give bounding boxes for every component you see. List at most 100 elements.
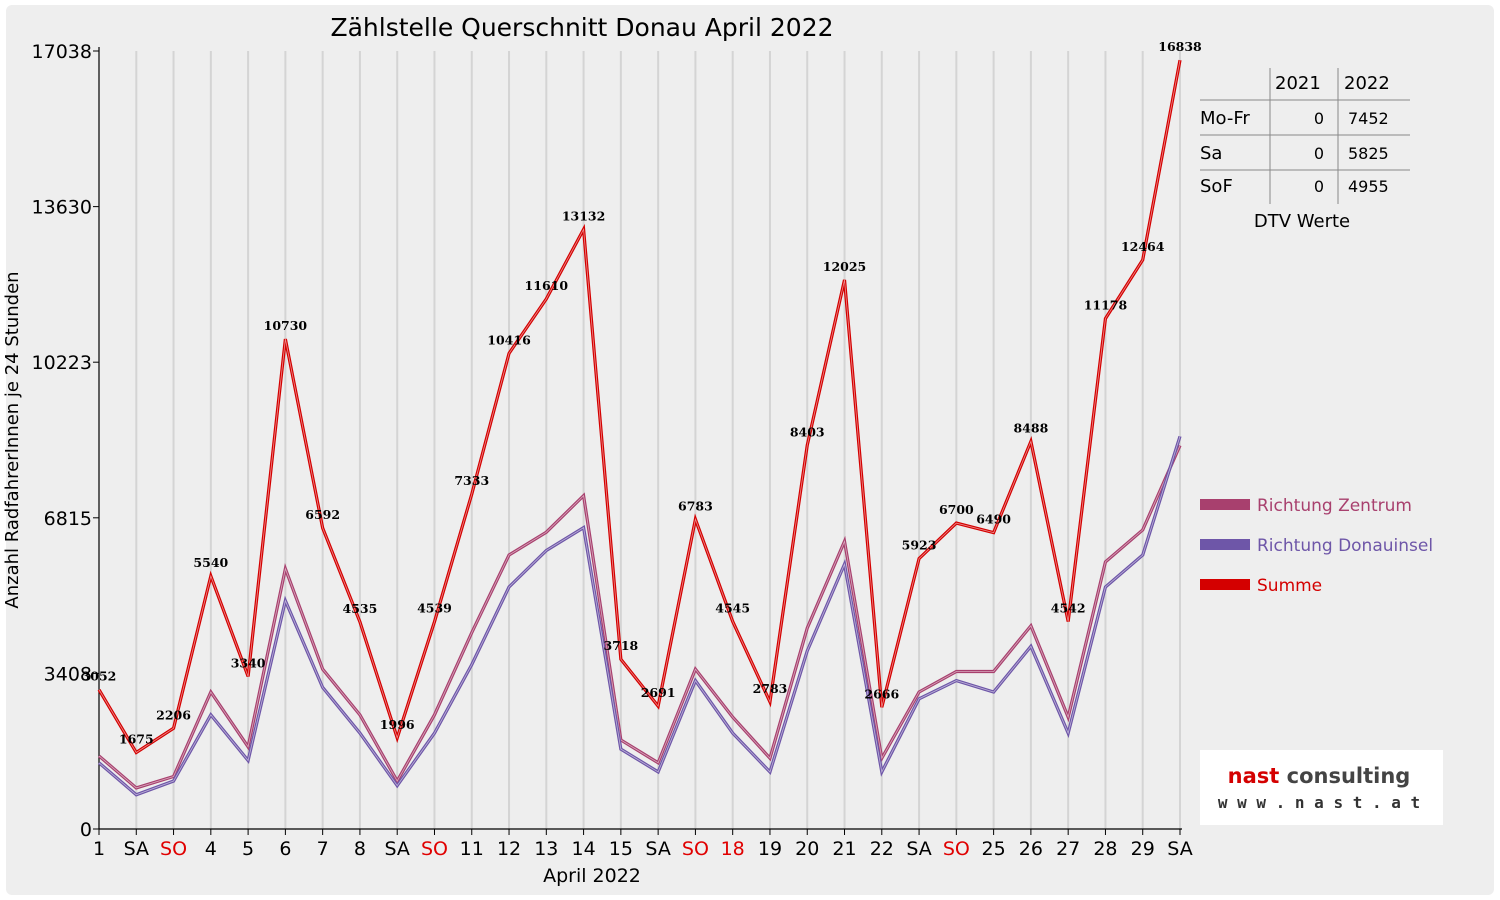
x-tick-label: 6 (279, 838, 291, 860)
nast-consulting-logo: nast consulting w w w . n a s t . a t (1200, 750, 1443, 825)
dtv-row-label: SoF (1200, 176, 1233, 197)
data-label: 2206 (156, 707, 191, 722)
data-label: 6700 (939, 502, 974, 517)
x-tick-label: 29 (1131, 838, 1155, 860)
x-tick-label: 18 (721, 838, 745, 860)
x-tick-label: SO (682, 838, 709, 860)
data-label: 11178 (1084, 298, 1128, 313)
x-tick-label: 5 (242, 838, 254, 860)
y-tick-label: 0 (80, 819, 92, 841)
legend-label: Summe (1257, 576, 1322, 596)
x-tick-label: 22 (870, 838, 894, 860)
x-tick-label: 15 (609, 838, 633, 860)
grid-lines (135, 51, 1181, 829)
data-label: 6783 (678, 498, 713, 513)
data-label: 4542 (1051, 601, 1086, 616)
data-label: 2783 (753, 681, 788, 696)
x-tick-label: 8 (354, 838, 366, 860)
data-label: 7333 (454, 473, 489, 488)
data-label: 10730 (264, 318, 308, 333)
data-label: 11610 (525, 278, 569, 293)
logo-name: nast consulting (1228, 764, 1411, 788)
data-label: 5923 (902, 538, 937, 553)
x-tick-label: 21 (832, 838, 856, 860)
chart-title: Zählstelle Querschnitt Donau April 2022 (330, 13, 833, 42)
dtv-cell-2022: 5825 (1348, 144, 1389, 163)
data-label: 8403 (790, 424, 825, 439)
data-label: 4535 (343, 601, 378, 616)
legend-swatch (1200, 579, 1250, 590)
data-label: 12464 (1121, 239, 1165, 254)
x-tick-label: 13 (534, 838, 558, 860)
legend-label: Richtung Donauinsel (1257, 536, 1433, 556)
x-tick-label: 1 (93, 838, 105, 860)
dtv-header-2021: 2021 (1275, 73, 1321, 94)
x-tick-label: SA (906, 838, 931, 860)
data-label: 1675 (119, 732, 154, 747)
x-tick-label: 14 (571, 838, 595, 860)
data-label: 12025 (823, 259, 867, 274)
y-tick-label: 3408 (44, 663, 92, 685)
dtv-header-2022: 2022 (1344, 73, 1390, 94)
legend-swatch (1200, 499, 1250, 510)
y-tick-label: 6815 (44, 508, 92, 530)
x-tick-label: 27 (1056, 838, 1080, 860)
x-tick-label: SO (943, 838, 970, 860)
axes: 1 SA SO 4 5 6 7 8 SA SO 11 12 13 14 15 SA SO 18 19 20 21 22 SA… (32, 41, 1193, 860)
y-tick-label: 10223 (32, 352, 92, 374)
x-tick-label: 28 (1093, 838, 1117, 860)
series-line-highlight (98, 60, 1181, 754)
x-tick-label: 7 (317, 838, 329, 860)
x-axis-title: April 2022 (543, 865, 641, 887)
data-label: 5540 (193, 555, 228, 570)
series-line-2 (97, 435, 1182, 797)
data-label: 1996 (380, 717, 415, 732)
legend-swatch (1200, 539, 1250, 550)
data-label: 4539 (417, 601, 452, 616)
dtv-caption: DTV Werte (1254, 211, 1350, 232)
data-label: 2691 (641, 685, 676, 700)
series-lines (97, 59, 1182, 797)
x-tick-label: SA (384, 838, 409, 860)
y-tick-label: 17038 (32, 41, 92, 63)
x-tick-label: 11 (460, 838, 484, 860)
x-tick-label: SA (1167, 838, 1192, 860)
data-label: 2666 (864, 686, 899, 701)
x-tick-label: SO (160, 838, 187, 860)
data-label: 13132 (562, 208, 606, 223)
legend: Richtung Zentrum Richtung Donauinsel Summe (1200, 496, 1433, 596)
data-label: 8488 (1013, 420, 1048, 435)
dtv-cell-2021: 0 (1314, 109, 1324, 128)
data-label: 3718 (603, 638, 638, 653)
data-label: 4545 (715, 600, 750, 615)
dtv-cell-2022: 7452 (1348, 109, 1389, 128)
x-tick-label: 19 (758, 838, 782, 860)
series-line-highlight (98, 445, 1181, 789)
x-tick-label: 26 (1019, 838, 1043, 860)
x-tick-label: 12 (497, 838, 521, 860)
data-label: 3340 (231, 655, 266, 670)
dtv-row-label: Sa (1200, 143, 1222, 164)
dtv-cell-2022: 4955 (1348, 177, 1389, 196)
legend-label: Richtung Zentrum (1257, 496, 1412, 516)
x-tick-label: 25 (982, 838, 1006, 860)
dtv-cell-2021: 0 (1314, 144, 1324, 163)
x-tick-label: 20 (795, 838, 819, 860)
logo-url: w w w . n a s t . a t (1218, 793, 1420, 812)
x-tick-label: SO (421, 838, 448, 860)
series-line-highlight (98, 436, 1181, 796)
y-tick-label: 13630 (32, 197, 92, 219)
series-line-3 (97, 59, 1182, 755)
x-tick-label: SA (645, 838, 670, 860)
x-tick-label: 4 (205, 838, 217, 860)
data-label: 10416 (487, 332, 531, 347)
series-line-1 (97, 444, 1182, 790)
dtv-table: 2021 2022 Mo-Fr 0 7452 Sa 0 5825 SoF 0 4… (1200, 68, 1410, 232)
y-axis-title: Anzahl RadfahrerInnen je 24 Stunden (2, 271, 23, 608)
data-label: 6592 (305, 507, 340, 522)
chart-frame (6, 5, 1494, 895)
data-label: 3052 (82, 669, 117, 684)
data-label: 16838 (1158, 39, 1202, 54)
